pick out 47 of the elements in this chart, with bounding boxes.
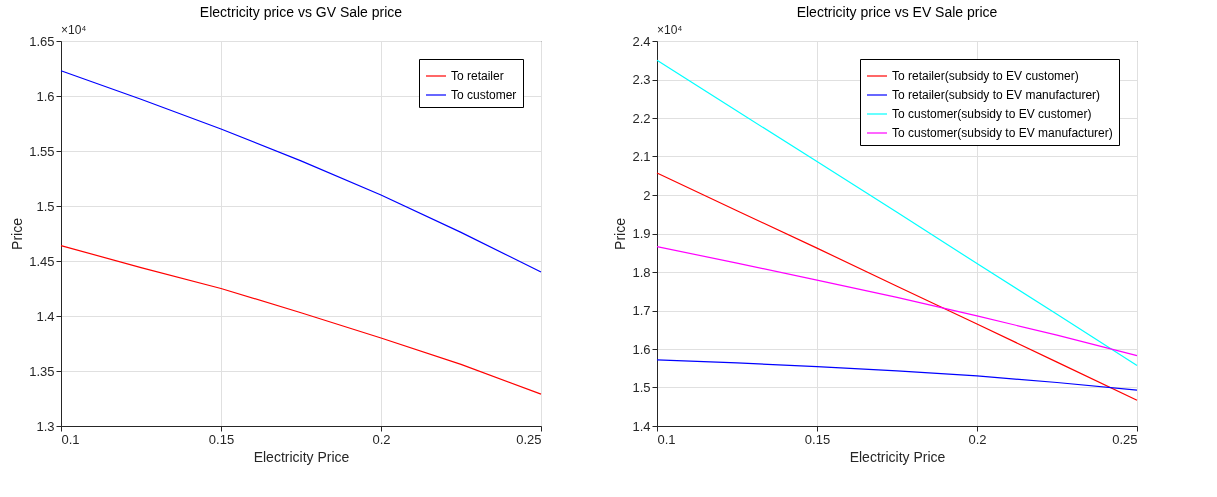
y-tick-label: 1.45 [29,253,55,269]
y-tick-label: 1.5 [632,380,651,395]
y-tick-label: 2.1 [632,149,651,164]
legend-label: To retailer [451,69,504,83]
y-axis-title: Price [612,217,629,250]
y-tick-label: 1.55 [29,143,55,159]
y-tick-label: 1.65 [29,33,55,49]
line-series [656,59,1138,367]
chart-title: Electricity price vs GV Sale price [199,4,403,20]
x-tick-label: 0.15 [208,431,235,447]
line-series [656,245,1138,357]
y-tick-label: 1.3 [36,418,55,434]
y-tick-label: 1.8 [632,264,651,280]
y-tick-label: 2.4 [632,33,651,49]
y-tick-label: 1.5 [36,198,55,214]
legend-label: To customer(subsidy to EV manufacturer) [892,126,1113,140]
line-series [60,70,542,273]
y-tick-label: 2 [643,187,651,203]
legend-label: To retailer(subsidy to EV manufacturer) [892,88,1101,102]
x-tick-label: 0.1 [61,431,80,447]
text: ×10⁴ [61,23,87,37]
y-tick-label: 1.9 [632,226,651,241]
line-series [656,172,1138,401]
x-tick-label: 0.25 [1112,431,1138,447]
x-tick-label: 0.25 [516,431,542,447]
y-tick-label: 2.3 [632,72,651,87]
legend-label: To retailer(subsidy to EV customer) [892,69,1079,83]
x-tick-label: 0.2 [372,431,391,447]
x-tick-label: 0.1 [657,431,676,447]
chart-title: Electricity price vs EV Sale price [796,4,998,20]
y-axis-title: Price [9,217,26,250]
y-tick-label: 2.2 [632,110,651,126]
line-series [60,245,542,395]
y-tick-label: 1.6 [632,341,651,357]
legend-label: To customer(subsidy to EV customer) [892,107,1092,121]
x-axis-title: Electricity Price [253,448,350,465]
line-series [656,359,1138,391]
x-tick-label: 0.2 [968,431,987,447]
y-tick-label: 1.7 [632,303,651,318]
y-tick-label: 1.4 [36,308,55,324]
y-tick-label: 1.35 [29,363,55,379]
x-tick-label: 0.15 [804,431,831,447]
text: ×10⁴ [657,23,683,37]
y-tick-label: 1.4 [632,418,651,434]
legend-label: To customer [451,88,517,102]
y-tick-label: 1.6 [36,88,55,104]
x-axis-title: Electricity Price [849,448,946,465]
